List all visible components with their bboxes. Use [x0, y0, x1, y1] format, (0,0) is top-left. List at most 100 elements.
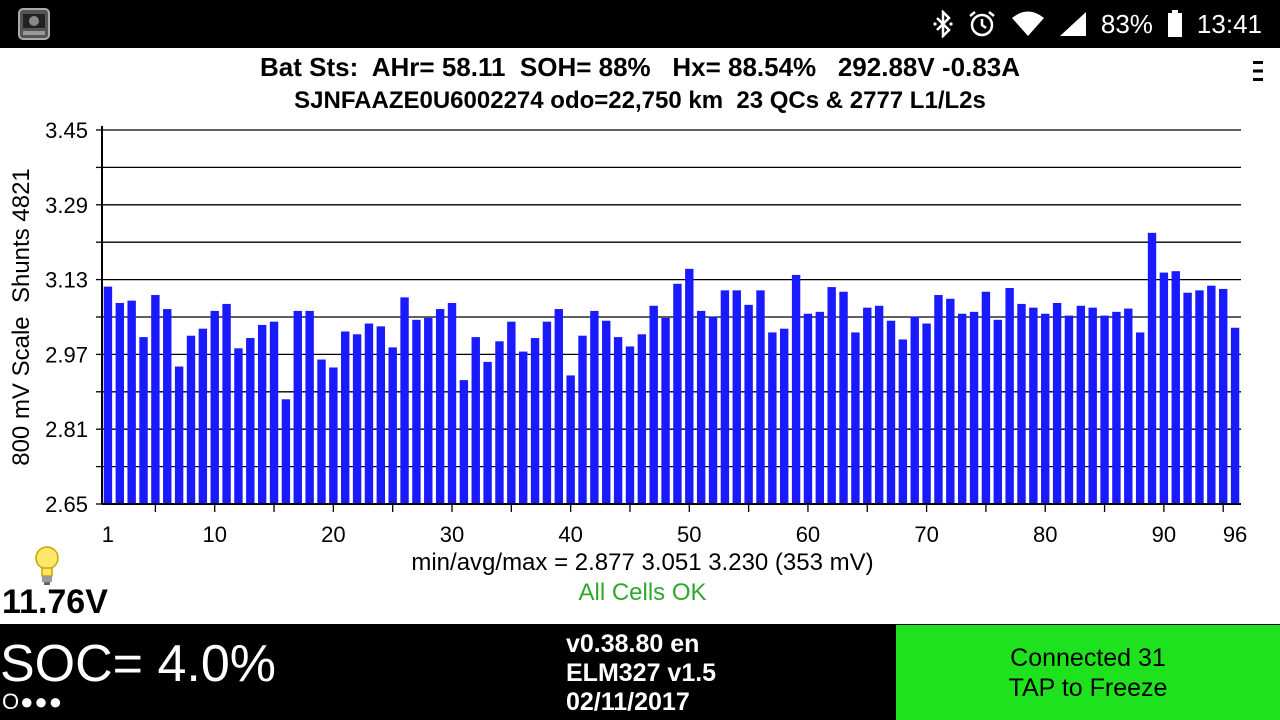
bar: [780, 328, 789, 504]
bar: [934, 295, 943, 504]
bar: [447, 302, 457, 504]
bar: [756, 290, 765, 504]
lightbulb-icon: [35, 546, 59, 585]
x-tick-label: 90: [1152, 522, 1176, 547]
page-dots: O●●●: [2, 689, 63, 714]
connect-freeze-button[interactable]: Connected 31 TAP to Freeze: [896, 625, 1280, 720]
bar: [341, 331, 350, 504]
bar: [732, 290, 741, 504]
bar: [554, 309, 563, 504]
bar: [696, 310, 706, 504]
clock: 13:41: [1196, 8, 1262, 39]
bar: [483, 361, 492, 504]
battery-percent: 83%: [1100, 8, 1153, 39]
version-info: v0.38.80 en ELM327 v1.5 02/11/2017: [566, 630, 716, 717]
bar: [886, 320, 896, 504]
status-bar: 83% 13:41: [0, 0, 1280, 48]
bar: [815, 311, 825, 504]
y-tick-label: 2.97: [45, 342, 88, 367]
bar: [1005, 288, 1014, 504]
bar: [1147, 232, 1157, 504]
x-tick-label: 1: [102, 522, 114, 547]
bar: [1100, 315, 1109, 504]
bar: [495, 341, 504, 504]
bar: [590, 310, 599, 504]
x-tick-label: 70: [914, 522, 938, 547]
bar: [210, 310, 219, 504]
bar: [329, 367, 338, 504]
y-tick-label: 2.65: [45, 492, 88, 517]
bar: [566, 375, 575, 504]
bar: [839, 291, 848, 504]
bar: [661, 317, 670, 504]
overflow-menu-icon[interactable]: [1251, 58, 1265, 84]
bar: [874, 305, 884, 504]
bar: [293, 310, 302, 504]
bar: [673, 283, 682, 504]
bar: [720, 290, 730, 504]
version-date: 02/11/2017: [566, 688, 690, 716]
alarm-icon: [969, 11, 995, 37]
bar: [163, 309, 172, 504]
bar: [1064, 315, 1074, 504]
battery-status-line: Bat Sts: AHr= 58.11 SOH= 88% Hx= 88.54% …: [260, 52, 1020, 82]
bar: [1195, 290, 1204, 504]
bar: [435, 309, 445, 504]
y-tick-label: 3.29: [45, 193, 88, 218]
adapter-version: ELM327 v1.5: [566, 659, 717, 687]
bar: [827, 287, 836, 504]
bar: [708, 316, 718, 504]
min-avg-max-summary: min/avg/max = 2.877 3.051 3.230 (353 mV): [411, 549, 874, 576]
bar: [376, 326, 386, 504]
bar: [1159, 272, 1169, 504]
x-tick-label: 10: [202, 522, 226, 547]
bar: [222, 303, 231, 504]
bar: [269, 321, 279, 504]
bar: [981, 291, 991, 504]
bar: [768, 332, 777, 504]
x-tick-label: 96: [1223, 522, 1247, 547]
bar: [507, 321, 516, 504]
bar: [459, 380, 469, 504]
bar: [649, 305, 658, 504]
bar: [388, 347, 397, 504]
bar: [412, 319, 421, 504]
bar: [198, 328, 208, 504]
bar: [352, 334, 362, 504]
bar: [139, 337, 148, 504]
bar: [922, 323, 931, 504]
bar: [637, 334, 647, 504]
signal-icon: [1059, 12, 1086, 36]
bar: [400, 297, 409, 504]
tap-to-freeze-label: TAP to Freeze: [1008, 673, 1168, 702]
bar: [1171, 271, 1180, 504]
app-icon: [18, 8, 50, 40]
x-tick-label: 60: [796, 522, 820, 547]
bar: [305, 310, 314, 504]
cell-status: All Cells OK: [578, 579, 707, 606]
y-tick-label: 2.81: [45, 417, 88, 442]
bar: [1052, 302, 1062, 504]
bar: [1076, 305, 1086, 504]
bar: [103, 286, 113, 504]
aux-battery-voltage: 11.76V: [2, 583, 108, 621]
x-tick-label: 30: [440, 522, 464, 547]
bar: [257, 324, 267, 504]
bar: [542, 321, 552, 504]
bar: [1041, 313, 1050, 504]
bar: [993, 319, 1002, 504]
bar: [851, 332, 860, 504]
bar: [946, 298, 955, 504]
connection-status: Connected 31: [1010, 643, 1166, 672]
bar: [518, 351, 528, 504]
bar: [151, 295, 160, 504]
bar: [424, 317, 433, 504]
soc-readout: SOC= 4.0%: [0, 635, 277, 693]
bar: [174, 366, 184, 504]
bluetooth-icon: [933, 10, 953, 38]
x-tick-label: 80: [1033, 522, 1057, 547]
bar: [1219, 288, 1228, 504]
cell-voltage-chart[interactable]: 3.45 3.29 3.13 2.97 2.81 2.65 1 10 20 30 40 50 60 70 8…: [0, 0, 1280, 560]
bar: [246, 338, 255, 504]
y-tick-label: 3.13: [45, 268, 88, 293]
